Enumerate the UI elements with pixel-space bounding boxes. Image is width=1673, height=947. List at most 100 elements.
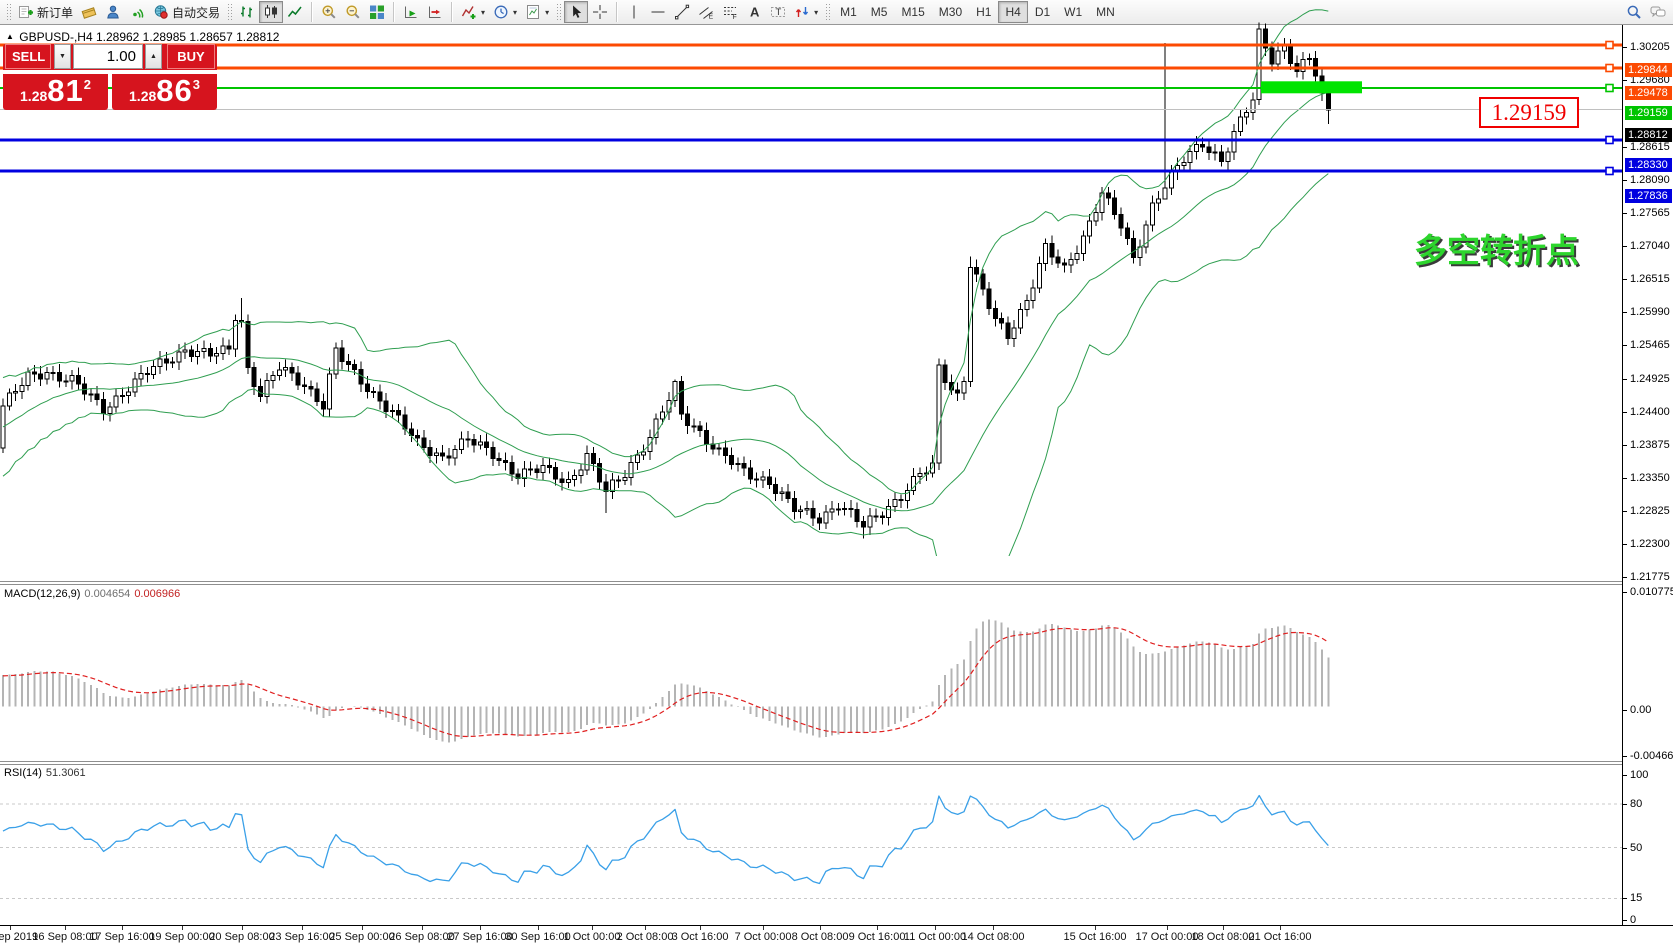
buy-price-display[interactable]: 1.28 86 3 — [112, 72, 217, 110]
time-label: 30 Sep 16:00 — [505, 931, 571, 943]
dropdown-arrow-icon[interactable]: ▾ — [481, 7, 486, 17]
price-tick-label: 1.21775 — [1630, 571, 1670, 583]
candlestick-button[interactable] — [259, 1, 284, 23]
auto-scroll-button[interactable] — [399, 1, 423, 23]
axis-tick-mark — [1623, 345, 1627, 346]
volume-input[interactable] — [73, 44, 143, 69]
pane-separator[interactable] — [0, 764, 1673, 765]
chartshift-icon — [429, 6, 441, 18]
time-label: 2 Oct 08:00 — [616, 931, 674, 943]
macd-name: MACD(12,26,9) — [4, 588, 81, 600]
time-label: 11 Oct 00:00 — [903, 931, 967, 943]
channel-button[interactable]: E — [694, 1, 718, 23]
fibonacci-button[interactable]: F — [718, 1, 742, 23]
tile-icon — [370, 5, 385, 19]
new-order-button[interactable]: 新订单 — [14, 1, 77, 23]
time-tick-mark — [993, 926, 994, 930]
price-axis[interactable]: 1.30205 1.29680 1.28615 1.28090 1.27565 1.270… — [1622, 25, 1673, 926]
zoom-in-icon — [322, 5, 336, 19]
vertical-line-button[interactable] — [622, 1, 646, 23]
rsi-indicator-pane[interactable] — [0, 765, 1622, 925]
chart-annotation-text[interactable]: 多空转折点 — [1414, 232, 1579, 269]
tf-d1-button[interactable]: D1 — [1028, 1, 1057, 23]
templates-button[interactable]: ▾ — [521, 1, 553, 23]
indicators-button[interactable]: ▾ — [457, 1, 489, 23]
tf-m5-button[interactable]: M5 — [864, 1, 895, 23]
signals-button[interactable] — [125, 1, 149, 23]
time-label: 19 Sep 00:00 — [149, 931, 215, 943]
axis-tick-mark — [1623, 756, 1627, 757]
level-line-anchor[interactable] — [1605, 40, 1614, 50]
pane-separator[interactable] — [0, 761, 1673, 762]
autotrading-button-label: 自动交易 — [172, 5, 221, 20]
collapse-panel-icon[interactable]: ▲ — [6, 32, 14, 41]
buy-button[interactable]: BUY — [167, 44, 215, 69]
sell-price-display[interactable]: 1.28 81 2 — [3, 72, 108, 110]
tile-windows-button[interactable] — [365, 1, 389, 23]
profile-button[interactable] — [101, 1, 125, 23]
tf-h1-button[interactable]: H1 — [969, 1, 998, 23]
journal-icon — [81, 7, 97, 19]
arrows-button[interactable]: ▾ — [790, 1, 822, 23]
tf-m15-button[interactable]: M15 — [894, 1, 931, 23]
tf-h4-button[interactable]: H4 — [998, 1, 1028, 23]
volume-decrease-button[interactable]: ▼ — [54, 44, 71, 69]
price-tick-label: 50 — [1630, 842, 1643, 854]
dropdown-arrow-icon[interactable]: ▾ — [513, 7, 518, 17]
axis-tick-mark — [1623, 804, 1627, 805]
buy-price-big: 86 — [156, 73, 193, 108]
macd-histogram — [2, 619, 1330, 743]
level-line-anchor[interactable] — [1605, 166, 1614, 176]
level-line-anchor[interactable] — [1605, 135, 1614, 145]
macd-value: 0.004654 — [84, 588, 131, 600]
macd-indicator-pane[interactable] — [0, 584, 1622, 761]
tf-w1-button[interactable]: W1 — [1057, 1, 1089, 23]
trendline-button[interactable] — [670, 1, 694, 23]
text-button[interactable]: A — [742, 1, 766, 23]
journal-button[interactable] — [77, 1, 101, 23]
time-label: 16 Sep 08:00 — [32, 931, 98, 943]
pane-separator[interactable] — [0, 581, 1673, 582]
tf-mn-button[interactable]: MN — [1089, 1, 1122, 23]
crosshair-icon — [593, 5, 608, 19]
zoom-in-button[interactable] — [317, 1, 341, 23]
chat-button[interactable] — [1646, 1, 1670, 23]
vline-icon — [633, 5, 635, 19]
toolbar-separator — [451, 2, 454, 22]
autotrading-icon — [154, 5, 168, 19]
line-chart-button[interactable] — [283, 1, 307, 23]
search-button[interactable] — [1622, 1, 1646, 23]
sell-button[interactable]: SELL — [5, 44, 51, 69]
tf-h4-button-label: H4 — [1005, 5, 1021, 19]
level-line-anchor[interactable] — [1605, 63, 1614, 73]
zoom-out-button[interactable] — [341, 1, 365, 23]
volume-increase-button[interactable]: ▲ — [145, 44, 162, 69]
chart-shift-button[interactable] — [423, 1, 447, 23]
price-callout-box[interactable]: 1.29159 — [1479, 97, 1579, 128]
cursor-button[interactable] — [564, 1, 589, 23]
autotrading-button[interactable]: 自动交易 — [149, 1, 224, 23]
bollinger-bands — [2, 9, 1329, 556]
time-label: 26 Sep 08:00 — [389, 931, 455, 943]
crosshair-button[interactable] — [588, 1, 612, 23]
pane-separator[interactable] — [0, 584, 1673, 585]
dropdown-arrow-icon[interactable]: ▾ — [814, 7, 819, 17]
axis-tick-mark — [1623, 920, 1627, 921]
level-line-anchor[interactable] — [1605, 83, 1614, 93]
main-price-chart[interactable] — [0, 0, 1622, 556]
price-tick-label: 0 — [1630, 914, 1637, 926]
tf-m1-button[interactable]: M1 — [833, 1, 864, 23]
tf-m30-button[interactable]: M30 — [932, 1, 969, 23]
horizontal-line-button[interactable] — [646, 1, 670, 23]
candles-icon — [265, 5, 278, 18]
search-icon — [1627, 5, 1641, 19]
label-button[interactable]: T — [766, 1, 790, 23]
time-tick-mark — [182, 926, 183, 930]
axis-tick-mark — [1623, 577, 1627, 578]
highlight-rectangle[interactable] — [1261, 81, 1362, 94]
periods-button[interactable]: ▾ — [489, 1, 521, 23]
bar-chart-button[interactable] — [235, 1, 259, 23]
dropdown-arrow-icon[interactable]: ▾ — [545, 7, 550, 17]
